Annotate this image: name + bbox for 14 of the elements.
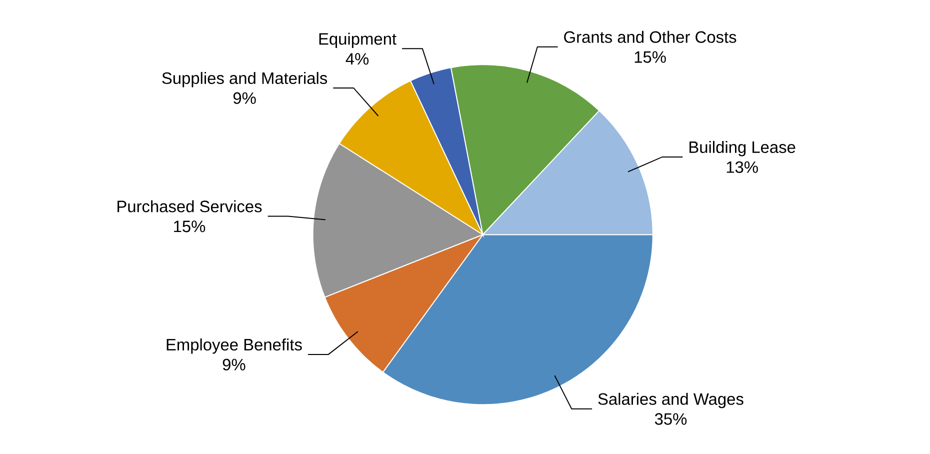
slice-label: Building Lease <box>690 141 796 156</box>
data-label: 13% <box>726 161 758 173</box>
data-label: 35% <box>654 413 687 425</box>
data-label: 15% <box>174 220 206 232</box>
data-label: 4% <box>346 53 369 65</box>
slice-label: Supplies and Materials <box>162 72 328 88</box>
data-label: 9% <box>222 358 246 370</box>
slice-label: Employee Benefits <box>166 338 302 354</box>
data-label: 15% <box>634 51 666 63</box>
slice-label: Grants and Other Costs <box>564 30 736 43</box>
slice-label: Purchased Services <box>118 200 262 212</box>
data-label: 9% <box>233 92 256 104</box>
slice-label: Salaries and Wages <box>598 392 744 408</box>
slice-label: Equipment <box>319 32 396 48</box>
